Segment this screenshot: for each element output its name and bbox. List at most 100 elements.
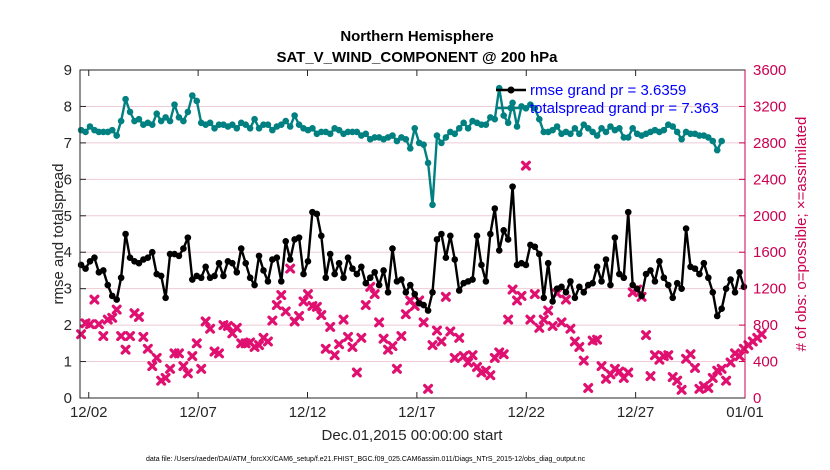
totalspread-point <box>535 115 543 123</box>
obs-assimilated-marker <box>467 350 478 361</box>
totalspread-point <box>393 137 401 145</box>
totalspread-point <box>117 117 125 125</box>
obs-assimilated-marker <box>205 323 216 334</box>
x-tick-label: 12/27 <box>617 404 655 421</box>
left-y-tick-label: 4 <box>64 244 72 261</box>
left-y-tick-label: 6 <box>64 171 72 188</box>
rmse-point <box>148 248 156 256</box>
obs-assimilated-marker <box>525 314 536 325</box>
rmse-point <box>366 274 374 282</box>
rmse-point <box>504 236 512 243</box>
right-y-tick-label: 400 <box>753 354 778 371</box>
totalspread-point <box>82 128 89 136</box>
totalspread-point <box>126 108 134 116</box>
rmse-point <box>607 281 614 289</box>
obs-assimilated-marker <box>418 317 429 328</box>
totalspread-point <box>576 130 583 138</box>
obs-assimilated-marker <box>507 284 518 295</box>
rmse-point <box>580 289 588 296</box>
obs-assimilated-marker <box>703 382 714 393</box>
obs-assimilated-marker <box>89 294 100 305</box>
obs-assimilated-series <box>76 160 767 395</box>
obs-assimilated-marker <box>596 361 607 372</box>
rmse-point <box>540 294 548 302</box>
obs-assimilated-marker <box>107 312 118 323</box>
obs-assimilated-marker <box>360 300 371 311</box>
rmse-point <box>442 254 450 261</box>
right-y-tick-label: 2400 <box>753 171 786 188</box>
obs-assimilated-marker <box>311 301 322 312</box>
totalspread-point <box>269 126 276 134</box>
totalspread-point <box>148 121 156 128</box>
obs-assimilated-marker <box>520 160 531 171</box>
rmse-point <box>709 289 717 296</box>
totalspread-point <box>482 121 490 128</box>
rmse-point <box>389 245 396 252</box>
obs-assimilated-marker <box>125 331 136 342</box>
rmse-point <box>220 272 227 280</box>
left-y-tick-label: 5 <box>64 208 72 225</box>
obs-assimilated-marker <box>716 363 727 374</box>
left-y-axis-ticks: 0 1 2 3 4 5 6 7 8 9 <box>64 62 86 407</box>
rmse-point <box>602 256 610 263</box>
obs-assimilated-marker <box>182 368 193 379</box>
rmse-point <box>282 237 290 245</box>
obs-assimilated-marker <box>329 350 340 361</box>
rmse-point <box>629 281 636 289</box>
totalspread-point <box>527 101 534 108</box>
rmse-point <box>362 279 370 287</box>
obs-assimilated-marker <box>436 336 447 347</box>
totalspread-series <box>77 84 725 209</box>
x-tick-label: 12/07 <box>179 404 217 421</box>
obs-assimilated-marker <box>93 319 104 330</box>
totalspread-point <box>624 134 632 141</box>
rmse-point <box>420 301 427 309</box>
obs-assimilated-marker <box>111 304 122 315</box>
rmse-point <box>344 254 352 261</box>
obs-assimilated-marker <box>396 331 407 342</box>
totalspread-point <box>669 123 677 130</box>
rmse-point <box>740 283 748 291</box>
rmse-point <box>126 254 134 261</box>
totalspread-point <box>567 130 574 138</box>
obs-assimilated-marker <box>543 305 554 316</box>
right-y-tick-label: 3200 <box>753 98 786 115</box>
left-y-tick-label: 1 <box>64 354 72 371</box>
totalspread-point <box>531 104 539 112</box>
chart-title: Northern Hemisphere <box>340 28 493 45</box>
rmse-point <box>544 259 552 267</box>
rmse-point <box>616 270 623 278</box>
obs-assimilated-marker <box>262 336 273 347</box>
totalspread-point <box>504 119 512 127</box>
rmse-point <box>495 247 503 254</box>
rmse-point <box>558 283 565 291</box>
obs-assimilated-marker <box>351 367 362 378</box>
rmse-point <box>286 256 294 263</box>
right-y-tick-label: 1200 <box>753 281 786 298</box>
totalspread-point <box>193 97 201 105</box>
rmse-point <box>438 230 445 238</box>
totalspread-point <box>429 201 436 209</box>
rmse-point <box>197 274 205 282</box>
totalspread-point <box>509 99 516 107</box>
totalspread-point <box>433 132 441 139</box>
left-y-tick-label: 0 <box>64 390 72 407</box>
rmse-point <box>673 279 681 287</box>
rmse-point <box>700 259 708 267</box>
rmse-point <box>295 234 303 241</box>
rmse-point <box>162 294 169 302</box>
obs-assimilated-marker <box>503 314 514 325</box>
obs-assimilated-marker <box>534 322 545 333</box>
totalspread-point <box>500 112 507 119</box>
totalspread-point <box>442 134 450 141</box>
obs-assimilated-marker <box>498 349 509 360</box>
rmse-point <box>246 274 254 282</box>
rmse-point <box>598 278 605 285</box>
rmse-point <box>255 252 263 260</box>
rmse-point <box>91 254 98 261</box>
obs-assimilated-marker <box>138 331 149 342</box>
rmse-point <box>122 230 129 238</box>
obs-assimilated-marker <box>316 310 327 321</box>
legend-totalspread-marker <box>507 104 515 112</box>
rmse-point <box>384 289 392 296</box>
